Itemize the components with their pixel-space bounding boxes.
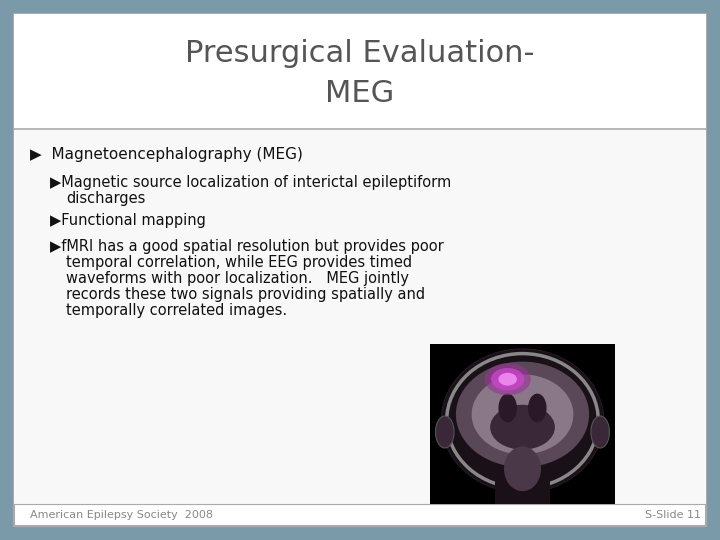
Text: discharges: discharges (66, 191, 145, 206)
Text: ▶Functional mapping: ▶Functional mapping (50, 213, 206, 228)
Text: waveforms with poor localization.   MEG jointly: waveforms with poor localization. MEG jo… (66, 271, 409, 286)
Ellipse shape (528, 394, 546, 422)
Text: S-Slide 11: S-Slide 11 (645, 510, 701, 520)
Ellipse shape (490, 405, 555, 450)
Text: American Epilepsy Society  2008: American Epilepsy Society 2008 (30, 510, 213, 520)
Ellipse shape (436, 416, 454, 448)
Bar (14, 129, 706, 504)
Ellipse shape (456, 362, 589, 467)
Text: ▶Magnetic source localization of interictal epileptiform: ▶Magnetic source localization of interic… (50, 175, 451, 190)
Ellipse shape (441, 349, 604, 493)
Text: Presurgical Evaluation-: Presurgical Evaluation- (185, 39, 535, 68)
Ellipse shape (491, 368, 524, 390)
Bar (14, 14, 706, 129)
Ellipse shape (472, 374, 573, 454)
Ellipse shape (504, 447, 541, 491)
Bar (430, 344, 615, 504)
Text: records these two signals providing spatially and: records these two signals providing spat… (66, 287, 425, 302)
Ellipse shape (485, 363, 531, 395)
Text: temporal correlation, while EEG provides timed: temporal correlation, while EEG provides… (66, 255, 412, 270)
Text: ▶fMRI has a good spatial resolution but provides poor: ▶fMRI has a good spatial resolution but … (50, 239, 444, 254)
Text: ▶  Magnetoencephalography (MEG): ▶ Magnetoencephalography (MEG) (30, 147, 303, 162)
Ellipse shape (498, 373, 517, 386)
Bar (495, 475, 550, 504)
Ellipse shape (498, 394, 517, 422)
Ellipse shape (591, 416, 609, 448)
Text: temporally correlated images.: temporally correlated images. (66, 303, 287, 318)
Text: MEG: MEG (325, 79, 395, 108)
